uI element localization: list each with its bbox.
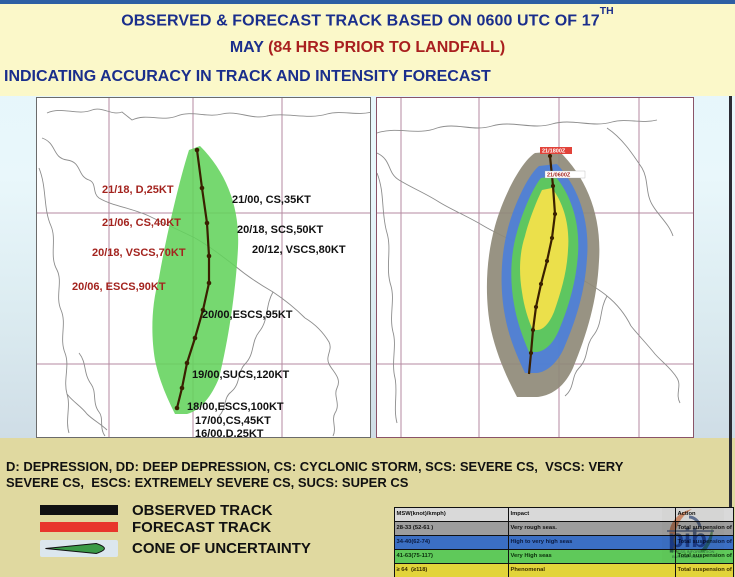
svg-text:21/00, CS,35KT: 21/00, CS,35KT	[232, 194, 311, 206]
svg-text:20/00,ESCS,95KT: 20/00,ESCS,95KT	[202, 309, 293, 321]
svg-text:21/18, D,25KT: 21/18, D,25KT	[102, 184, 174, 196]
svg-text:21/0600Z: 21/0600Z	[547, 173, 571, 179]
svg-text:17/00,CS,45KT: 17/00,CS,45KT	[195, 415, 271, 427]
svg-text:21/1800Z: 21/1800Z	[542, 149, 566, 155]
svg-text:20/06, ESCS,90KT: 20/06, ESCS,90KT	[72, 281, 166, 293]
svg-text:20/18, VSCS,70KT: 20/18, VSCS,70KT	[92, 247, 186, 259]
svg-text:20/18, SCS,50KT: 20/18, SCS,50KT	[237, 224, 323, 236]
svg-text:16/00,D,25KT: 16/00,D,25KT	[195, 428, 264, 438]
svg-text:19/00,SUCS,120KT: 19/00,SUCS,120KT	[192, 369, 289, 381]
svg-text:BUREAU, INDIA: BUREAU, INDIA	[672, 554, 702, 559]
svg-text:18/00,ESCS,100KT: 18/00,ESCS,100KT	[187, 401, 284, 413]
svg-text:21/06, CS,40KT: 21/06, CS,40KT	[102, 217, 181, 229]
svg-text:20/12, VSCS,80KT: 20/12, VSCS,80KT	[252, 244, 346, 256]
